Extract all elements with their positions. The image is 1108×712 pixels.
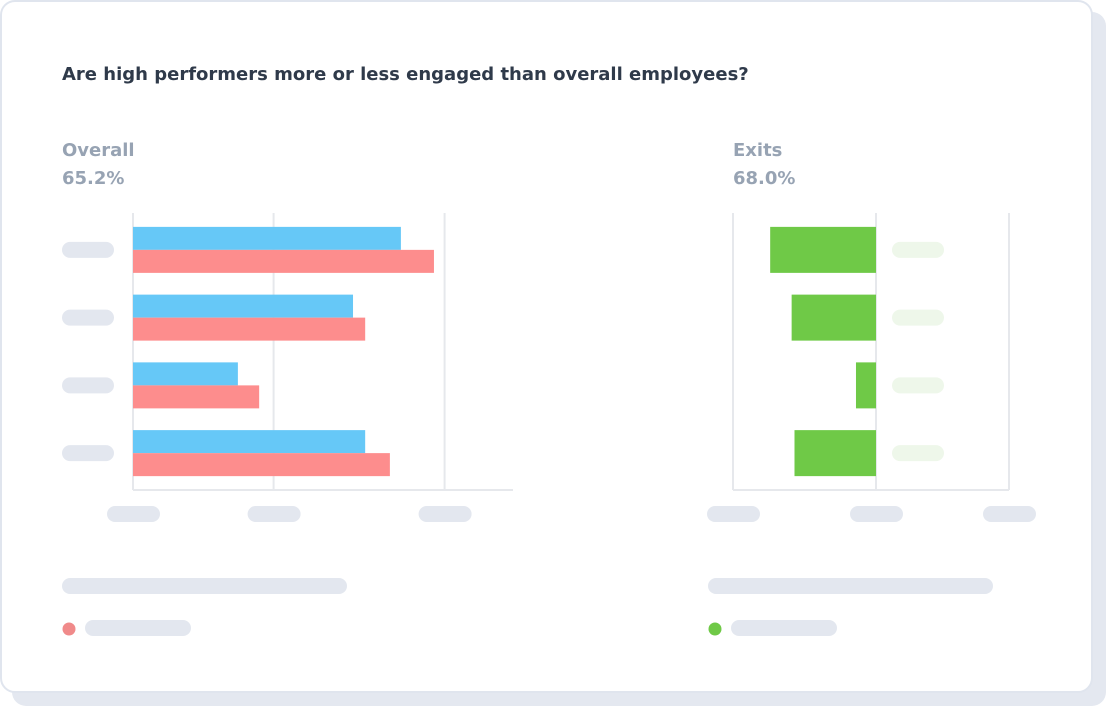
bar: [133, 249, 434, 273]
x-tick-label-placeholder: [983, 506, 1036, 522]
chart-subtitle: 68.0%: [733, 168, 795, 189]
card-title: Are high performers more or less engaged…: [62, 64, 749, 85]
category-label-placeholder: [62, 377, 114, 394]
x-tick-label-placeholder: [850, 506, 904, 522]
category-label-placeholder: [62, 309, 114, 326]
caption-placeholder: [708, 578, 993, 594]
category-label-placeholder: [892, 241, 944, 258]
bar: [133, 385, 260, 409]
bar: [133, 362, 238, 386]
bar: [855, 362, 877, 409]
x-tick-label-placeholder: [707, 506, 760, 522]
category-label-placeholder: [892, 309, 944, 326]
chart-title: Exits: [733, 140, 782, 161]
x-tick-label-placeholder: [247, 506, 301, 522]
chart-subtitle: 65.2%: [62, 168, 124, 189]
x-tick-label-placeholder: [418, 506, 472, 522]
bar: [133, 430, 366, 454]
legend-dot: [62, 622, 76, 636]
category-label-placeholder: [62, 445, 114, 462]
bar: [794, 430, 877, 477]
legend-label-placeholder: [85, 620, 191, 636]
legend-label-placeholder: [731, 620, 837, 636]
chart-title: Overall: [62, 140, 135, 161]
category-label-placeholder: [62, 241, 114, 258]
bar: [133, 453, 390, 477]
category-label-placeholder: [892, 445, 944, 462]
caption-placeholder: [62, 578, 347, 594]
x-tick-label-placeholder: [107, 506, 160, 522]
bar: [133, 226, 401, 250]
legend-dot: [708, 622, 722, 636]
bar: [133, 294, 354, 318]
category-label-placeholder: [892, 377, 944, 394]
bar: [133, 317, 366, 341]
bar: [791, 294, 877, 341]
bar: [770, 226, 877, 273]
